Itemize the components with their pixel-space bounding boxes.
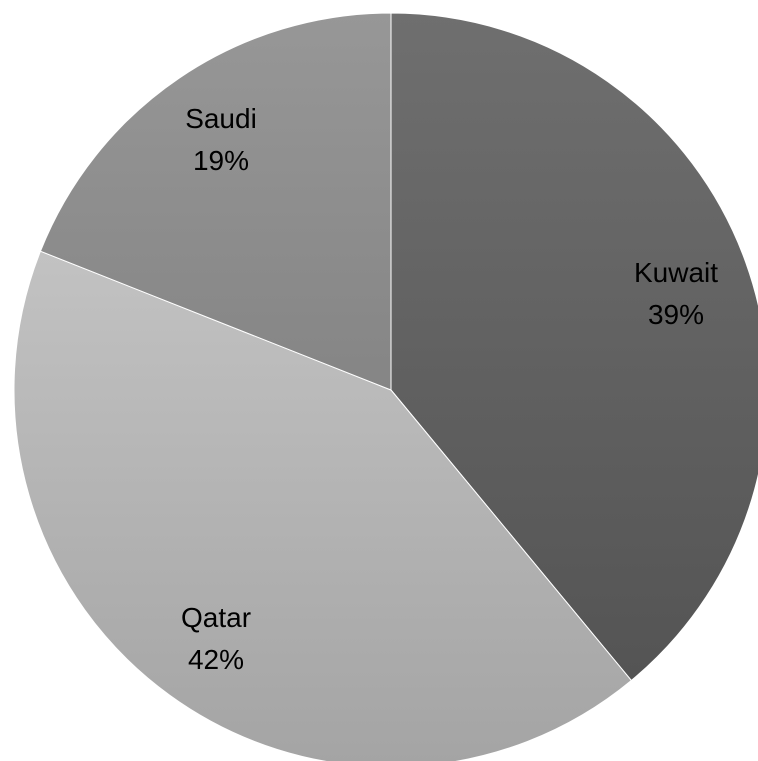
slice-percent-label: 42% xyxy=(188,644,244,675)
slice-label-saudi: Saudi 19% xyxy=(185,103,257,176)
pie-slice-saudi xyxy=(39,12,392,391)
pie-slices xyxy=(13,12,758,761)
pie-slice-kuwait xyxy=(390,12,758,682)
pie-slice-qatar xyxy=(13,250,633,761)
slice-category-label: Qatar xyxy=(181,602,251,633)
slice-label-kuwait: Kuwait 39% xyxy=(634,257,718,330)
slice-label-qatar: Qatar 42% xyxy=(181,602,251,675)
slice-category-label: Kuwait xyxy=(634,257,718,288)
slice-category-label: Saudi xyxy=(185,103,257,134)
slice-percent-label: 19% xyxy=(193,145,249,176)
pie-labels: Kuwait 39% Qatar 42% Saudi 19% xyxy=(181,103,718,675)
slice-percent-label: 39% xyxy=(648,299,704,330)
